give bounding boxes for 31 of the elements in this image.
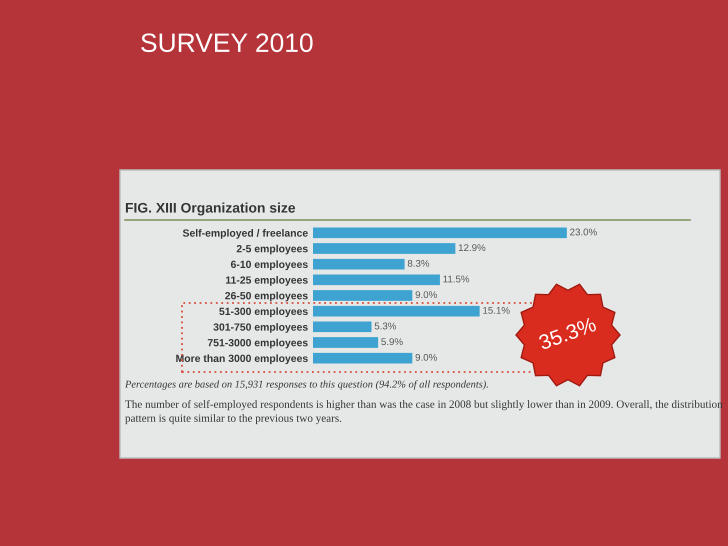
y-tick-label: 751-3000 employees [208, 338, 308, 348]
bar [313, 274, 440, 286]
data-label: 5.9% [381, 338, 403, 346]
data-label: 8.3% [408, 260, 430, 267]
y-tick-label: 2-5 employees [236, 244, 308, 254]
bar [313, 258, 405, 270]
bar [313, 322, 372, 332]
data-label: 23.0% [570, 228, 597, 236]
bar [313, 337, 378, 348]
data-label: 15.1% [483, 306, 510, 314]
data-label: 5.3% [374, 322, 396, 330]
y-tick-label: Self-employed / freelance [182, 229, 308, 239]
bar [313, 228, 567, 238]
text: Percentages are based on 15,931 responses to this question (94.2% of all respondents). [124, 380, 488, 390]
data-label: 12.9% [458, 244, 486, 252]
y-tick-label: 26-50 employees [225, 292, 308, 302]
data-label: 9.0% [416, 291, 437, 298]
data-label: 9.0% [416, 354, 437, 361]
y-tick-label: 51-300 employees [219, 307, 308, 318]
y-tick-label: 11-25 employees [226, 276, 308, 286]
annotation: 35.3% [538, 316, 597, 350]
bar [313, 243, 456, 254]
data-label: 11.5% [443, 276, 470, 282]
bar [313, 290, 412, 301]
y-tick-label: More than 3000 employees [176, 354, 308, 364]
chart-title: SURVEY 2010 [141, 33, 313, 52]
bar [313, 352, 412, 364]
chart-subtitle: FIG. XIII Organization size [126, 202, 296, 216]
y-tick-label: 301-750 employees [213, 323, 308, 333]
bar [313, 306, 480, 316]
y-tick-label: 6-10 employees [230, 260, 308, 270]
